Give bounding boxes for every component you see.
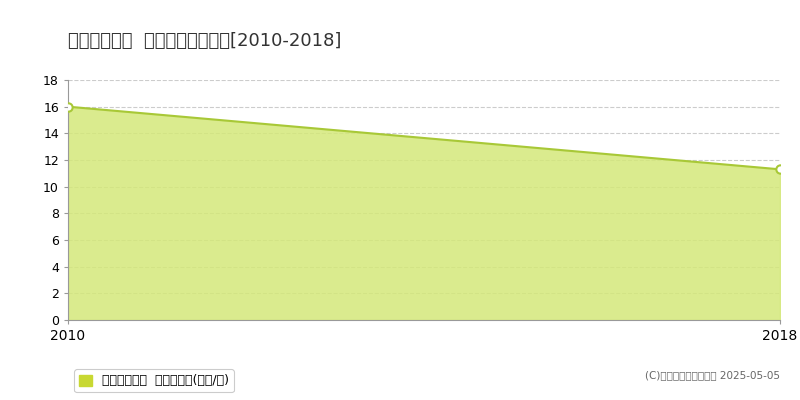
Text: 太田市西新町  収益物件価格推移[2010-2018]: 太田市西新町 収益物件価格推移[2010-2018]: [68, 32, 342, 50]
Text: (C)土地価格ドットコム 2025-05-05: (C)土地価格ドットコム 2025-05-05: [645, 370, 780, 380]
Legend: 収益物件価格  平均坪単価(万円/坪): 収益物件価格 平均坪単価(万円/坪): [74, 370, 234, 392]
